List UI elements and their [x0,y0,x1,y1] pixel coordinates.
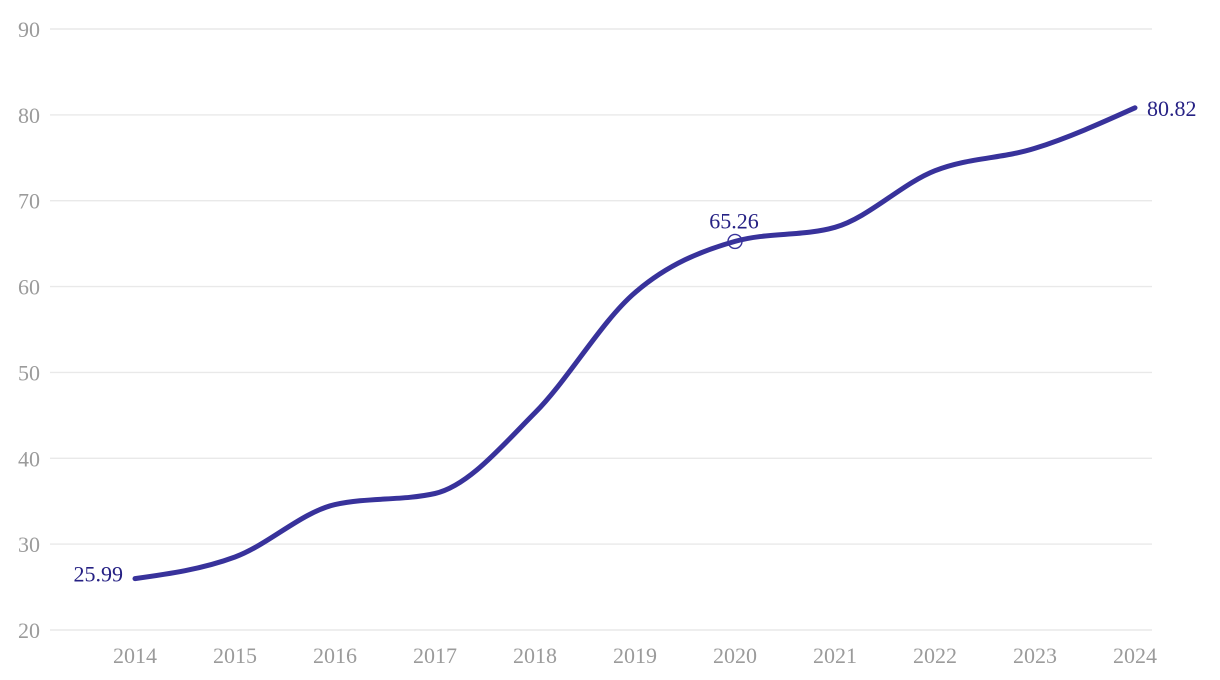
y-axis-tick-50: 50 [18,360,40,385]
y-axis-tick-90: 90 [18,17,40,42]
data-label-2024: 80.82 [1147,96,1197,121]
x-axis-tick-2022: 2022 [913,643,957,668]
y-axis-tick-70: 70 [18,189,40,214]
y-axis-tick-20: 20 [18,618,40,643]
data-label-2014: 25.99 [74,562,124,587]
x-axis-tick-2019: 2019 [613,643,657,668]
x-axis-tick-2017: 2017 [413,643,457,668]
y-axis-tick-60: 60 [18,275,40,300]
x-axis-tick-2021: 2021 [813,643,857,668]
x-axis-tick-2020: 2020 [713,643,757,668]
x-axis-tick-2015: 2015 [213,643,257,668]
x-axis-tick-2014: 2014 [113,643,157,668]
x-axis-tick-2023: 2023 [1013,643,1057,668]
x-axis-tick-2024: 2024 [1113,643,1157,668]
x-axis-tick-2018: 2018 [513,643,557,668]
data-line [132,105,1138,582]
y-axis-tick-40: 40 [18,446,40,471]
y-axis-tick-80: 80 [18,103,40,128]
x-axis-tick-2016: 2016 [313,643,357,668]
data-label-2020: 65.26 [709,208,759,233]
y-axis-tick-30: 30 [18,532,40,557]
